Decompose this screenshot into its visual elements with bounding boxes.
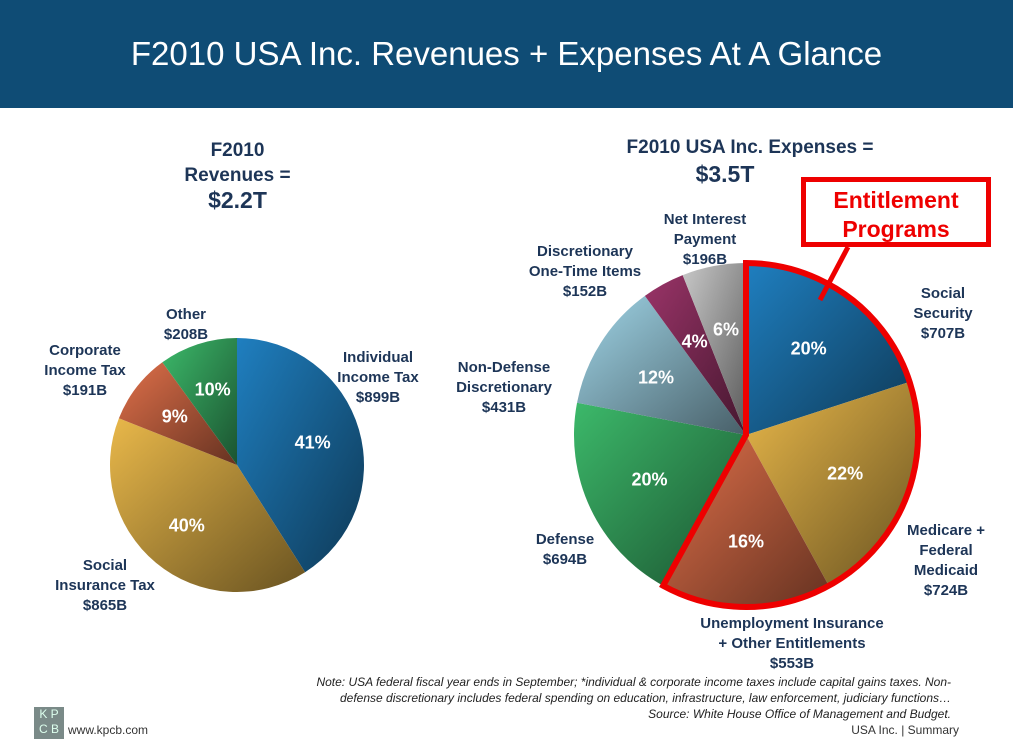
slice-label-line: Social (82, 557, 128, 574)
slice-label-line: $553B (769, 655, 815, 672)
footnote: Note: USA federal fiscal year ends in Se… (316, 674, 951, 722)
slice-label-line: Net Interest (663, 211, 747, 228)
title-line: $3.5T (695, 161, 755, 187)
slice-label: Medicare + Federal Medicaid $724B (907, 521, 985, 601)
slice-label-line: Social (920, 285, 966, 302)
slice-percent-label: 20% (631, 469, 668, 490)
pie-slice (118, 362, 237, 465)
slice-label-line: $191B (62, 382, 108, 399)
entitlement-outline (659, 259, 921, 610)
slice-percent-label: 22% (827, 463, 864, 484)
callout-line: Entitlement (833, 187, 959, 213)
slice-percent-label: 12% (637, 367, 674, 388)
pie-slice (746, 263, 910, 435)
callout-connector (817, 245, 851, 302)
slice-label: Defense $694B (536, 530, 594, 570)
slice-label: Corporate Income Tax $191B (44, 341, 125, 401)
page-title: F2010 USA Inc. Revenues + Expenses At A … (0, 0, 1013, 108)
pie-slice (574, 402, 746, 586)
slice-label-line: Corporate (49, 342, 121, 359)
slice-label-line: Insurance Tax (55, 577, 155, 594)
slice-percent-label: 9% (161, 406, 188, 427)
title-line: $2.2T (208, 187, 267, 213)
slice-label-line: Income Tax (337, 369, 419, 386)
slice-label-line: $707B (920, 325, 966, 342)
slice-label-line: Discretionary (537, 243, 633, 260)
pie-slice (237, 338, 365, 573)
slice-label-line: Defense (535, 531, 595, 548)
slice-label-line: Federal (919, 542, 973, 559)
slice-label: Individual Income Tax $899B (337, 348, 418, 408)
slice-label-line: Individual (342, 349, 414, 366)
pie-slice (663, 435, 829, 608)
slice-percent-label: 40% (168, 515, 205, 536)
slice-percent-label: 6% (713, 319, 740, 340)
slice-label: Unemployment Insurance + Other Entitlemen… (700, 614, 883, 674)
slice-label: Other $208B (164, 305, 208, 345)
slice-label-line: Medicare + (907, 522, 985, 539)
slice-label-line: $431B (481, 399, 527, 416)
slice-label-line: Discretionary (456, 379, 552, 396)
slice-percent-label: 41% (294, 432, 331, 453)
callout-line: Programs (842, 216, 950, 242)
slice-label-line: $208B (163, 326, 209, 343)
slice-label-line: Medicaid (913, 562, 979, 579)
slice-label-line: Other (165, 306, 207, 323)
slice-label-line: + Other Entitlements (718, 635, 866, 652)
slice-label-line: Payment (673, 231, 737, 248)
slice-label-line: Security (913, 305, 973, 322)
expense-chart-title: F2010 USA Inc. Expenses = $3.5T (580, 135, 920, 187)
pie-slice (577, 295, 746, 435)
slice-percent-label: 4% (681, 331, 708, 352)
note-line: defense discretionary includes federal s… (339, 691, 951, 705)
footer-url[interactable]: www.kpcb.com (68, 723, 149, 737)
title-line: F2010 (210, 140, 265, 161)
slice-label-line: Unemployment Insurance (700, 615, 884, 632)
footer-section: USA Inc. | Summary (851, 723, 959, 737)
slice-label-line: Non-Defense (457, 359, 551, 376)
slice-label-line: $724B (923, 582, 969, 599)
entitlement-callout: Entitlement Programs (801, 177, 991, 247)
slice-label-line: $899B (355, 389, 401, 406)
slice-label-line: Income Tax (44, 362, 126, 379)
slice-label: Social Security $707B (913, 284, 972, 344)
slice-label-line: $865B (82, 597, 128, 614)
pie-slice (162, 338, 237, 465)
slice-label: Non-Defense Discretionary $431B (456, 358, 552, 418)
pie-slice (682, 263, 746, 435)
slice-percent-label: 20% (790, 338, 827, 359)
title-line: F2010 USA Inc. Expenses = (626, 137, 874, 158)
slice-label-line: $694B (542, 551, 588, 568)
pie-slice (746, 381, 918, 586)
slice-label: Net Interest Payment $196B (664, 210, 747, 270)
note-line: Note: USA federal fiscal year ends in Se… (316, 675, 951, 689)
slice-label: Social Insurance Tax $865B (55, 556, 155, 616)
pie-slice (644, 275, 746, 435)
revenue-chart-title: F2010 Revenues = $2.2T (150, 138, 325, 213)
slice-percent-label: 10% (194, 379, 231, 400)
slice-label-line: One-Time Items (528, 263, 642, 280)
slice-label-line: $196B (682, 251, 728, 268)
slice-percent-label: 16% (727, 531, 765, 552)
pie-slice (109, 418, 306, 592)
source-line: Source: White House Office of Management… (648, 707, 951, 721)
title-line: Revenues = (184, 165, 291, 186)
slice-label: Discretionary One-Time Items $152B (529, 242, 641, 302)
slice-label-line: $152B (562, 283, 608, 300)
